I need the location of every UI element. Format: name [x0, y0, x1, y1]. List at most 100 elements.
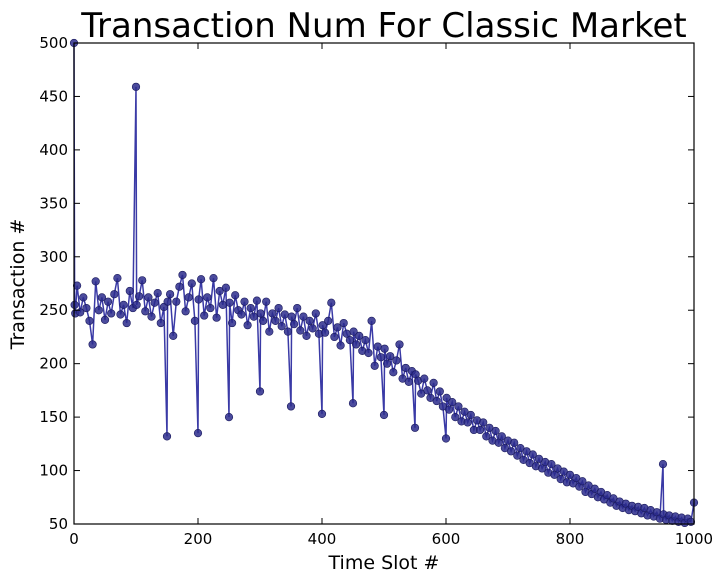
data-point: [429, 378, 438, 388]
data-point: [206, 303, 215, 313]
data-point: [231, 291, 240, 300]
data-point: [249, 312, 258, 321]
data-point: [395, 340, 404, 349]
data-point: [116, 310, 125, 319]
plot-frame: [73, 42, 695, 525]
data-point: [336, 341, 345, 350]
data-point: [132, 300, 141, 309]
data-point: [70, 300, 79, 309]
data-point: [373, 342, 382, 351]
data-point: [197, 275, 206, 284]
data-point: [125, 286, 134, 296]
data-point: [352, 340, 361, 349]
data-point: [345, 336, 355, 345]
data-point: [547, 460, 556, 469]
data-point: [256, 309, 265, 318]
data-point: [100, 315, 110, 324]
x-tick-label: 200: [184, 530, 213, 548]
data-point: [178, 270, 187, 280]
data-point: [287, 312, 296, 321]
data-point: [280, 310, 289, 319]
data-point: [491, 426, 500, 436]
data-point: [218, 300, 227, 309]
data-point: [510, 438, 519, 447]
data-point: [327, 298, 336, 307]
y-tick-label: 50: [49, 515, 68, 533]
data-point: [162, 432, 172, 441]
data-point: [265, 327, 274, 336]
data-point: [147, 312, 156, 321]
data-point: [194, 295, 203, 304]
data-point: [451, 413, 460, 422]
data-point: [271, 316, 280, 326]
data-point: [317, 409, 327, 419]
y-axis: 50 100 150 200 250 300 350 400 450 500: [39, 34, 694, 533]
data-point: [578, 477, 587, 486]
data-point: [302, 331, 311, 340]
data-point: [246, 303, 255, 313]
data-point: [445, 405, 454, 414]
data-point: [482, 432, 491, 441]
x-tick-label: 1000: [675, 530, 713, 548]
data-point: [94, 306, 103, 315]
data-point: [193, 429, 203, 438]
data-point: [240, 297, 249, 306]
data-point: [156, 318, 165, 328]
data-point: [376, 353, 386, 362]
data-point: [243, 321, 252, 330]
data-point: [410, 423, 420, 432]
data-point: [420, 374, 429, 383]
data-point: [286, 402, 296, 411]
data-point: [476, 425, 485, 435]
data-point: [311, 309, 320, 318]
data-point: [131, 82, 141, 91]
data-point: [255, 387, 265, 396]
data-point: [348, 399, 358, 408]
y-axis-label: Transaction #: [7, 219, 29, 351]
data-point: [274, 303, 283, 313]
data-point: [290, 320, 299, 329]
data-point: [237, 310, 246, 319]
data-point: [321, 328, 330, 337]
data-point: [466, 410, 475, 420]
data-point: [463, 418, 472, 427]
data-point: [169, 331, 178, 340]
y-tick-label: 500: [39, 34, 68, 52]
data-point: [299, 312, 308, 321]
data-point: [172, 297, 181, 306]
data-point: [110, 290, 119, 299]
data-point: [658, 460, 668, 469]
data-point: [82, 303, 91, 313]
data-point: [88, 340, 97, 349]
data-point: [97, 293, 106, 302]
data-point: [454, 402, 463, 411]
data-point: [293, 303, 302, 313]
data-point: [370, 361, 379, 370]
data-point: [339, 318, 348, 328]
data-point: [383, 359, 392, 368]
data-point: [113, 274, 122, 283]
data-point: [107, 309, 116, 318]
data-point: [330, 332, 339, 342]
data-point: [190, 316, 199, 326]
data-point: [119, 300, 128, 309]
data-point: [392, 356, 401, 365]
data-point: [386, 352, 395, 361]
data-point: [79, 293, 88, 302]
data-point: [507, 447, 516, 456]
data-point: [200, 311, 209, 320]
data-point: [513, 451, 522, 460]
data-point: [497, 432, 506, 441]
data-point: [259, 316, 268, 326]
data-point: [364, 348, 373, 358]
data-point: [296, 326, 305, 335]
y-tick-label: 450: [39, 87, 68, 105]
data-point: [141, 307, 150, 316]
data-point: [277, 322, 286, 331]
data-point: [404, 377, 413, 386]
y-tick-label: 150: [39, 408, 68, 426]
data-point: [135, 292, 144, 301]
plot-area: [69, 38, 699, 528]
x-axis: 0 200 400 600 800 1000: [69, 43, 713, 548]
